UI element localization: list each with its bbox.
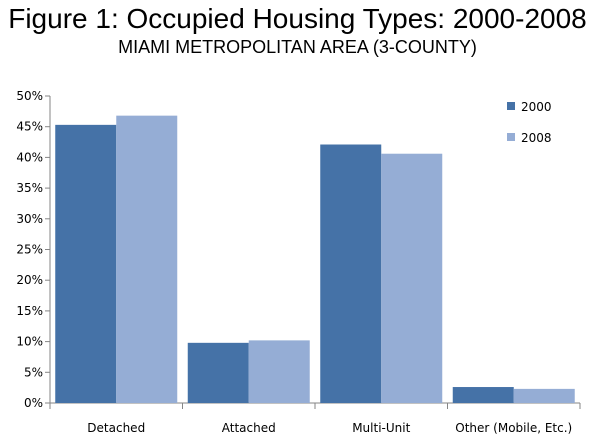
chart-subtitle: MIAMI METROPOLITAN AREA (3-COUNTY): [118, 37, 477, 57]
bar-2000-detached: [55, 124, 117, 403]
bar-2000-attached: [187, 342, 249, 403]
y-tick-label: 15%: [16, 304, 43, 318]
bar-2008-other-mobile-etc: [513, 388, 575, 403]
y-tick-label: 40%: [16, 150, 43, 164]
x-tick-label: Attached: [222, 421, 276, 435]
legend-swatch-2000: [507, 102, 515, 110]
y-tick-label: 50%: [16, 89, 43, 103]
y-tick-label: 0%: [24, 396, 43, 410]
x-tick-label: Multi-Unit: [352, 421, 410, 435]
legend-label: 2008: [521, 131, 552, 145]
bar-2000-multi-unit: [320, 144, 382, 404]
y-tick-label: 30%: [16, 212, 43, 226]
x-tick-label: Other (Mobile, Etc.): [455, 421, 572, 435]
y-tick-label: 45%: [16, 120, 43, 134]
bar-2008-detached: [116, 115, 178, 403]
x-tick-label: Detached: [87, 421, 145, 435]
y-tick-label: 5%: [24, 365, 43, 379]
y-tick-label: 10%: [16, 335, 43, 349]
legend-swatch-2008: [507, 133, 515, 141]
bar-2008-attached: [248, 340, 310, 403]
y-tick-label: 35%: [16, 181, 43, 195]
bar-2008-multi-unit: [381, 153, 443, 403]
y-tick-label: 25%: [16, 243, 43, 257]
chart-title: Figure 1: Occupied Housing Types: 2000-2…: [8, 3, 587, 34]
legend-label: 2000: [521, 100, 552, 114]
bar-2000-other-mobile-etc: [452, 387, 514, 403]
y-tick-label: 20%: [16, 273, 43, 287]
